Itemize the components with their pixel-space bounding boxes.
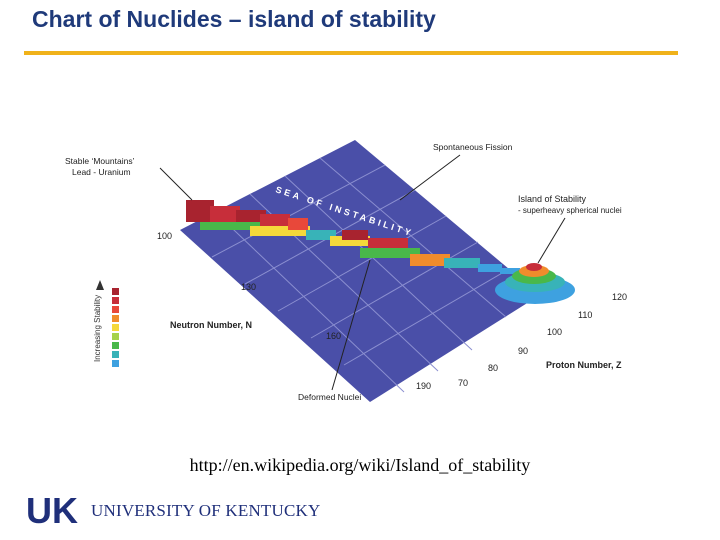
stability-scale	[112, 288, 119, 367]
neutron-axis-label: Neutron Number, N	[170, 320, 252, 330]
university-name: UNIVERSITY OF KENTUCKY	[91, 501, 321, 520]
uk-logo-icon: UK	[26, 492, 78, 528]
neutron-tick-190: 190	[416, 381, 431, 391]
island-of-stability-figure: SEA OF INSTABILITY Increasing Stability …	[65, 140, 627, 402]
proton-tick-100: 100	[547, 327, 562, 337]
proton-tick-70: 70	[458, 378, 468, 388]
island-pointer	[537, 217, 566, 264]
deformed-nuclei-pointer	[331, 259, 371, 391]
slide-title: Chart of Nuclides – island of stability	[32, 6, 436, 32]
title-rule	[24, 51, 678, 55]
spontaneous-fission-pointer	[399, 154, 461, 201]
proton-tick-110: 110	[578, 310, 592, 320]
stable-mountains-pointer	[159, 167, 193, 201]
stability-axis-label: Increasing Stability	[93, 295, 102, 362]
neutron-tick-100: 100	[157, 231, 172, 241]
stable-mountains-sublabel: Lead - Uranium	[72, 167, 131, 177]
proton-axis-label: Proton Number, Z	[546, 360, 622, 370]
stable-mountains-label: Stable ‘Mountains’	[65, 156, 135, 166]
uk-logo-letters: UK	[26, 492, 78, 528]
spontaneous-fission-label: Spontaneous Fission	[433, 142, 513, 152]
neutron-tick-160: 160	[326, 331, 341, 341]
proton-tick-80: 80	[488, 363, 498, 373]
deformed-nuclei-label: Deformed Nuclei	[298, 392, 361, 402]
proton-tick-90: 90	[518, 346, 528, 356]
stability-arrow-icon	[96, 280, 104, 290]
island-of-stability-label: Island of Stability	[518, 194, 587, 204]
neutron-tick-130: 130	[241, 282, 256, 292]
sea-of-instability-plane	[180, 140, 540, 402]
stability-ridge	[186, 200, 575, 304]
source-url: http://en.wikipedia.org/wiki/Island_of_s…	[189, 455, 531, 475]
proton-tick-120: 120	[612, 292, 627, 302]
island-of-stability-sublabel: - superheavy spherical nuclei	[518, 206, 622, 215]
